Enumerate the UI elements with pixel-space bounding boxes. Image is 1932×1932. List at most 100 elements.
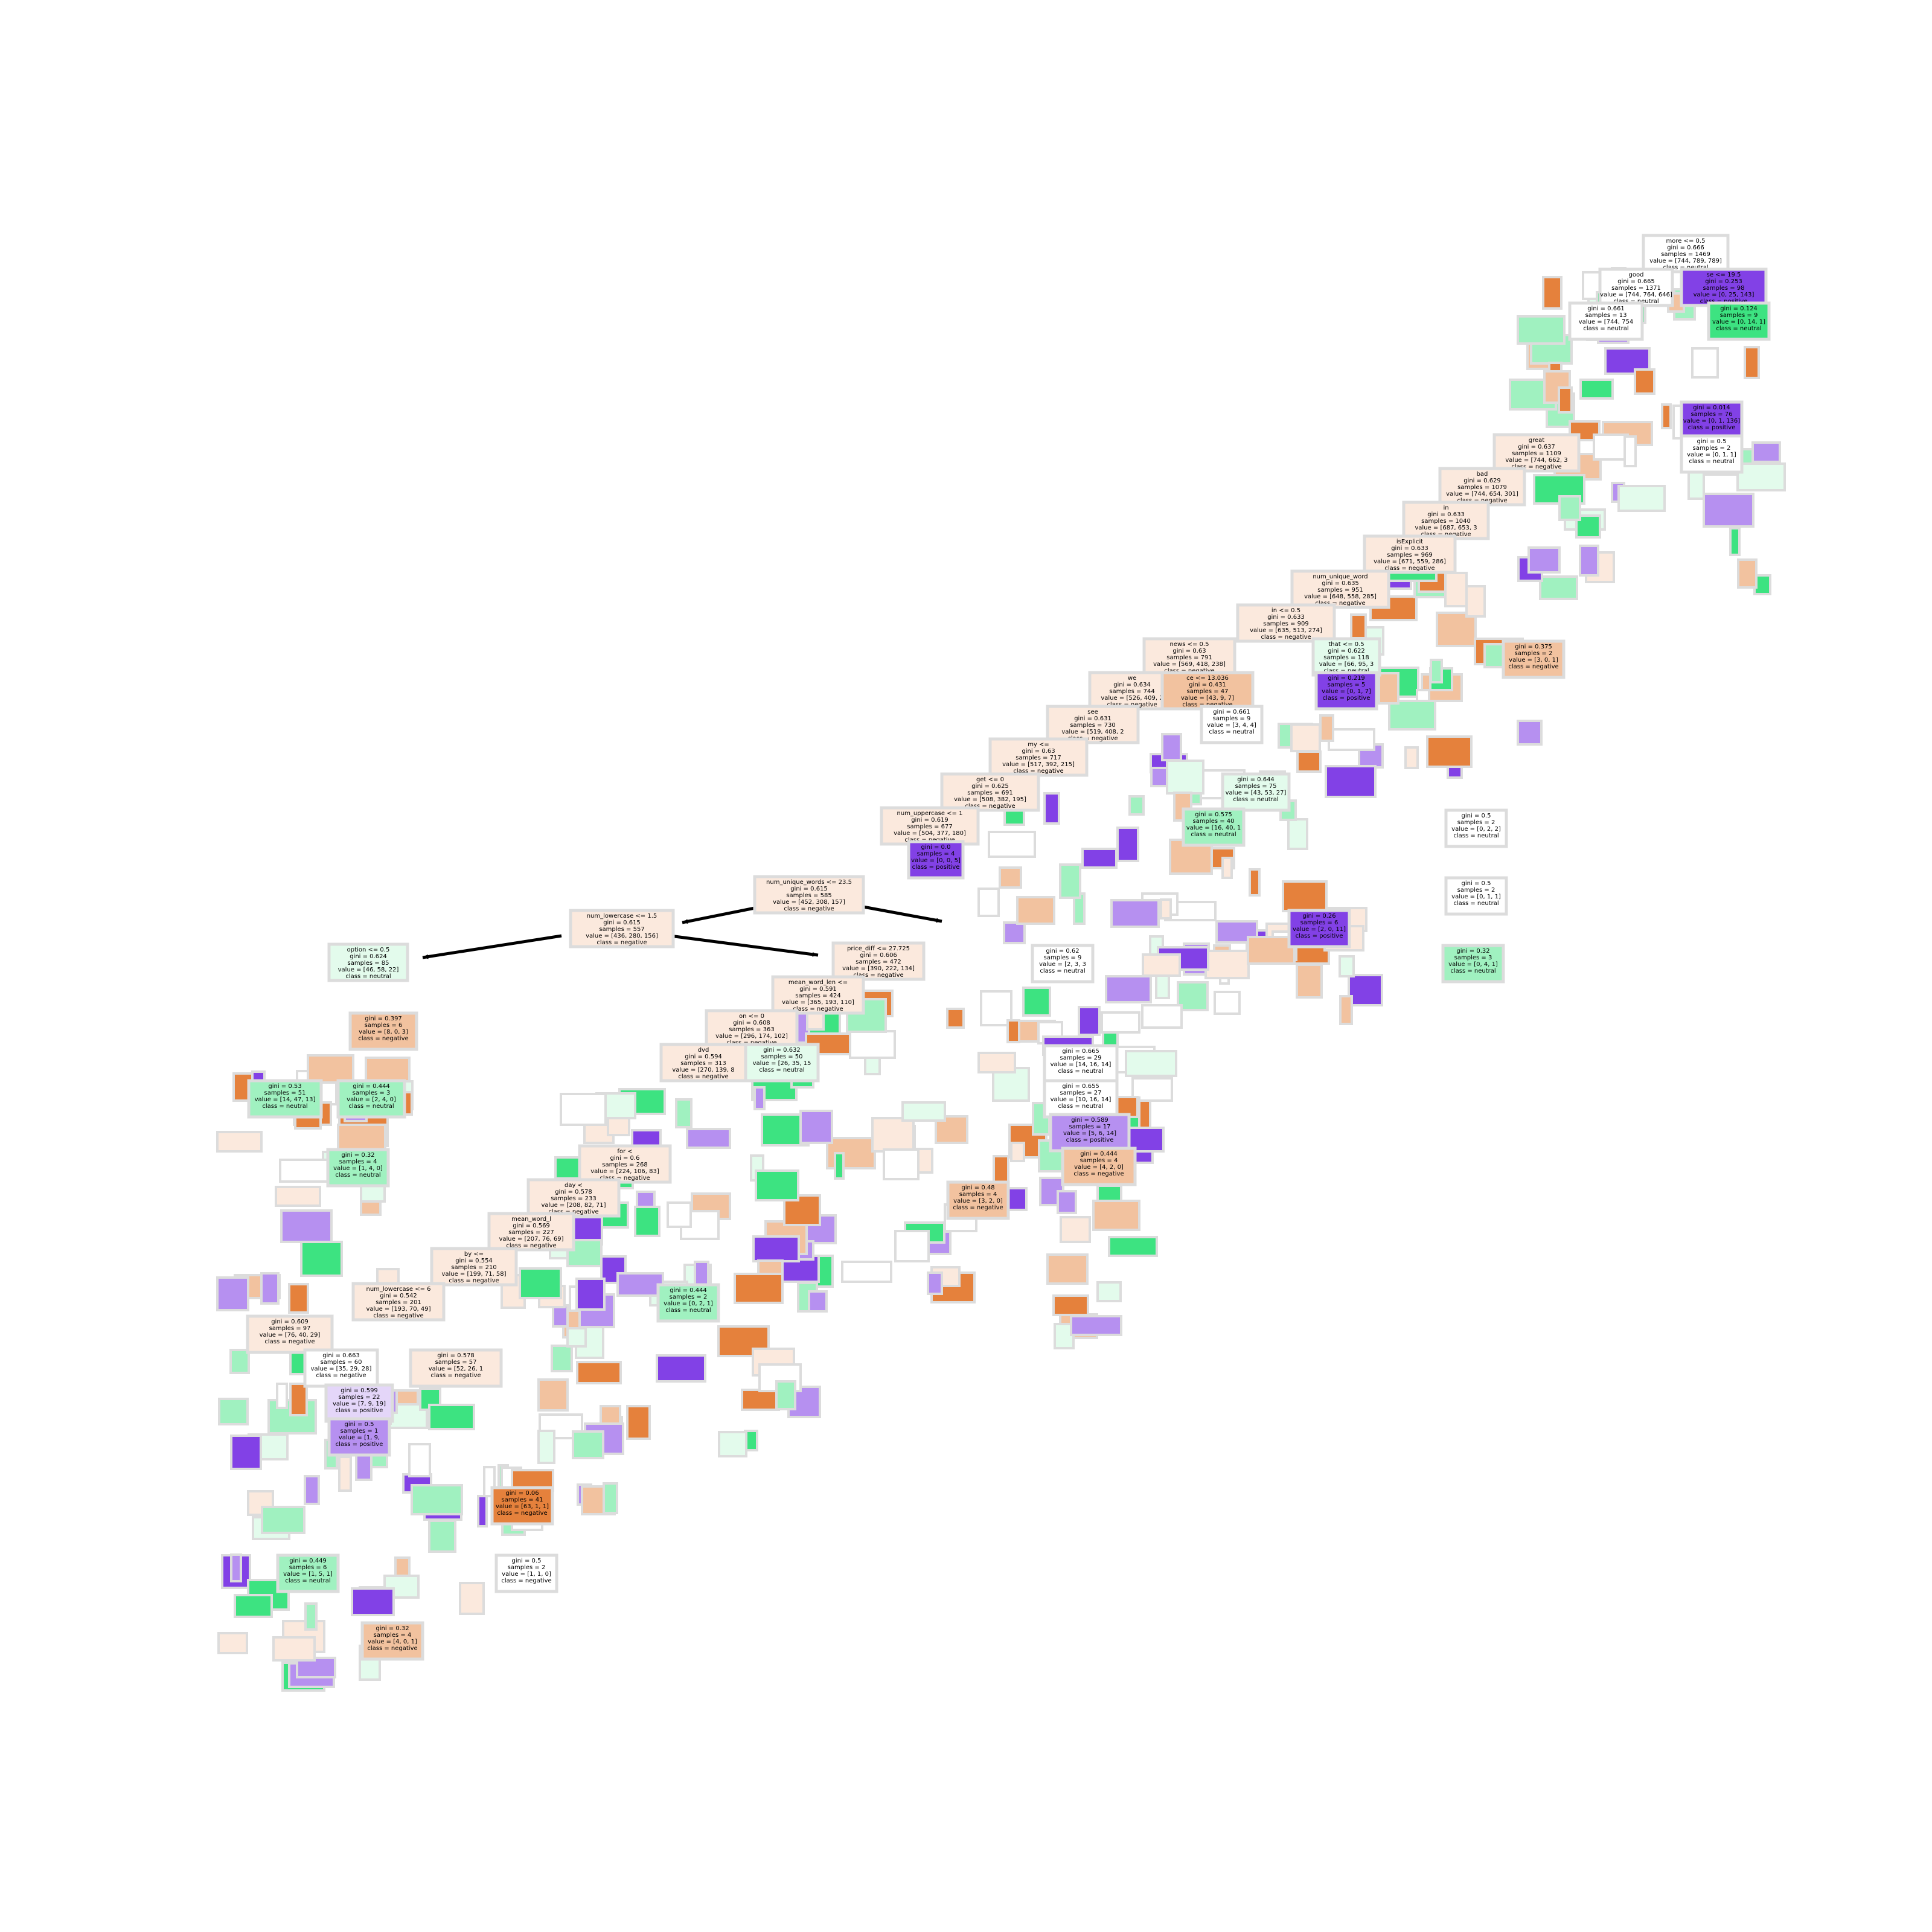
node-text-line: value = [52, 26, 1 — [429, 1366, 483, 1372]
leaf-node-block — [1542, 276, 1563, 310]
node-text-line: samples = 4 — [339, 1159, 377, 1165]
node-text-line: gini = 0.599 — [341, 1387, 378, 1394]
node-text-line: class = neutral — [335, 1172, 380, 1179]
node-text-line: gini = 0.632 — [763, 1047, 801, 1054]
node-text-line: gini = 0.661 — [1213, 709, 1250, 715]
leaf-node-block — [1161, 733, 1182, 761]
node-text-line: samples = 57 — [435, 1359, 476, 1366]
node-text-line: samples = 210 — [451, 1264, 496, 1271]
leaf-node-block — [894, 1230, 930, 1262]
leaf-node-block — [289, 1383, 308, 1416]
node-text-line: gini = 0.06 — [505, 1490, 539, 1497]
node-text-line: samples = 201 — [376, 1299, 421, 1306]
node-text-line: samples = 4 — [959, 1191, 997, 1198]
node-text-line: value = [4, 0, 1] — [368, 1639, 417, 1645]
node-text-line: gini = 0.615 — [603, 920, 641, 926]
leaf-node-block — [1388, 700, 1436, 731]
node-box — [1707, 301, 1771, 341]
leaf-node-block — [234, 1594, 273, 1618]
node-text-line: gini = 0.5 — [345, 1421, 374, 1428]
leaf-node-block — [1517, 720, 1543, 746]
node-text-line: ce <= 13.036 — [1186, 675, 1229, 682]
edge-arrowhead — [682, 919, 688, 924]
leaf-node-block — [1101, 1011, 1140, 1034]
node-text-line: value = [208, 82, 71] — [541, 1202, 606, 1209]
leaf-node-block — [537, 1430, 555, 1464]
node-box — [1046, 705, 1140, 744]
node-text-line: num_lowercase <= 6 — [366, 1286, 430, 1293]
node-text-line: class = neutral — [345, 973, 391, 980]
node-text-line: gini = 0.635 — [1322, 580, 1359, 587]
leaf-blocks — [216, 267, 1786, 1692]
leaf-node-block — [1092, 1200, 1140, 1231]
leaf-node-block — [566, 1327, 587, 1348]
node-text-line: value = [224, 106, 83] — [590, 1168, 659, 1175]
node-text-line: value = [3, 4, 4] — [1207, 722, 1256, 729]
leaf-node-block — [1348, 974, 1383, 1006]
node-text-line: value = [14, 47, 13] — [255, 1096, 316, 1103]
leaf-node-block — [667, 1201, 692, 1228]
leaf-node-block — [229, 1349, 250, 1374]
node-text-line: option <= 0.5 — [347, 947, 390, 953]
node-text-line: class = negative — [497, 1510, 547, 1517]
node-text-line: class = neutral — [1716, 325, 1761, 332]
node-text-line: bad — [1477, 471, 1488, 478]
node-box — [1290, 569, 1390, 609]
leaf-node-block — [1751, 441, 1781, 463]
leaf-node-block — [1043, 792, 1060, 825]
node-text-line: value = [46, 58, 22] — [338, 967, 399, 973]
tree-edge — [422, 934, 562, 959]
node-text-line: value = [2, 3, 3 — [1039, 961, 1086, 968]
node-text-line: samples = 3 — [353, 1090, 391, 1096]
node-text-line: value = [744, 754 — [1579, 319, 1633, 325]
leaf-node-block — [1116, 827, 1139, 862]
node-text-line: value = [508, 382, 195] — [954, 796, 1026, 803]
node-text-line: gini = 0.26 — [1302, 913, 1335, 920]
node-text-line: gini = 0.578 — [555, 1189, 592, 1195]
leaf-node-block — [1016, 896, 1055, 925]
node-text-line: value = [744, 764, 646] — [1600, 292, 1672, 298]
node-text-line: gini = 0.431 — [1189, 682, 1226, 688]
leaf-node-block — [230, 1553, 242, 1582]
node-box — [946, 1180, 1010, 1220]
leaf-node-block — [1404, 746, 1419, 769]
node-text-line: gini = 0.606 — [860, 952, 897, 959]
node-text-line: gini = 0.655 — [1062, 1083, 1099, 1090]
leaf-node-block — [428, 1520, 456, 1553]
leaf-node-block — [1046, 1253, 1089, 1285]
node-text-line: gini = 0.32 — [1456, 948, 1489, 955]
node-text-line: samples = 2 — [670, 1294, 708, 1300]
node-text-line: value = [3, 2, 0] — [953, 1198, 1003, 1204]
node-text-line: good — [1629, 272, 1644, 278]
leaf-node-block — [1319, 714, 1334, 742]
node-text-line: class = neutral — [1450, 968, 1495, 974]
node-text-line: gini = 0.578 — [437, 1352, 475, 1359]
leaf-node-block — [300, 1241, 343, 1277]
node-text-line: gini = 0.594 — [685, 1054, 722, 1060]
node-text-line: value = [43, 9, 7] — [1181, 695, 1234, 702]
node-text-line: samples = 2 — [1457, 819, 1495, 826]
leaf-node-block — [537, 1378, 569, 1412]
leaf-node-block — [675, 1098, 693, 1128]
node-text-line: samples = 75 — [1235, 783, 1276, 790]
node-box — [1221, 772, 1291, 812]
leaf-node-block — [261, 1506, 305, 1534]
node-text-line: gini = 0.124 — [1720, 305, 1758, 312]
